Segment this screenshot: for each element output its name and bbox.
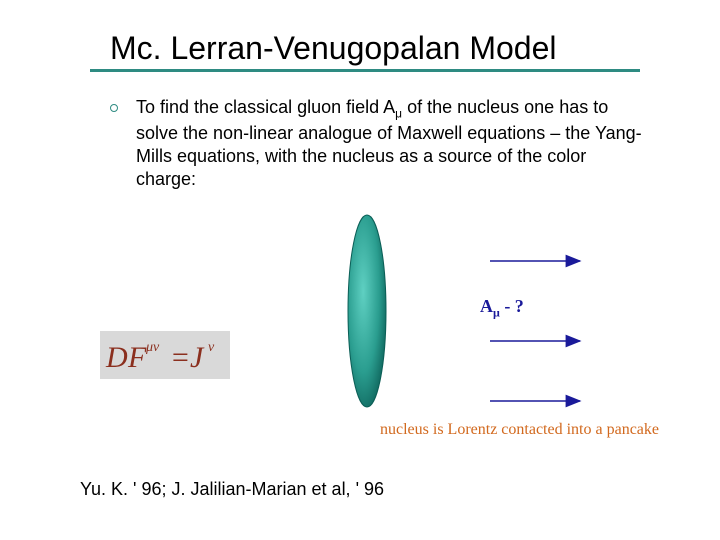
slide: Mc. Lerran-Venugopalan Model To find the… (0, 0, 720, 540)
diagram: D F μν = J ν (80, 221, 660, 441)
amu-suffix: - ? (500, 296, 524, 316)
body-row: To find the classical gluon field Aμ of … (110, 96, 650, 191)
equation-box: D F μν = J ν (100, 331, 230, 379)
amu-A: A (480, 296, 493, 316)
nucleus-shape (345, 211, 389, 416)
title-underline (90, 69, 640, 72)
nucleus-caption: nucleus is Lorentz contacted into a panc… (380, 421, 659, 439)
bullet-icon (110, 104, 118, 112)
eq-J: J (190, 341, 205, 374)
gluon-arrows-icon (480, 241, 600, 441)
field-label: Aμ - ? (480, 296, 524, 321)
nucleus-ellipse-icon (345, 211, 389, 411)
eq-D: D (105, 341, 128, 374)
citation-footer: Yu. K. ' 96; J. Jalilian-Marian et al, '… (80, 479, 384, 500)
yang-mills-equation: D F μν = J ν (100, 331, 230, 379)
eq-rsup: ν (208, 340, 215, 355)
amu-sub: μ (493, 306, 500, 320)
eq-F: F (127, 341, 147, 374)
body-text: To find the classical gluon field Aμ of … (136, 96, 650, 191)
body-before: To find the classical gluon field A (136, 97, 395, 117)
eq-sup: μν (145, 340, 160, 355)
slide-title: Mc. Lerran-Venugopalan Model (110, 30, 660, 67)
eq-eq: = (170, 341, 190, 374)
arrow-group (480, 241, 600, 446)
